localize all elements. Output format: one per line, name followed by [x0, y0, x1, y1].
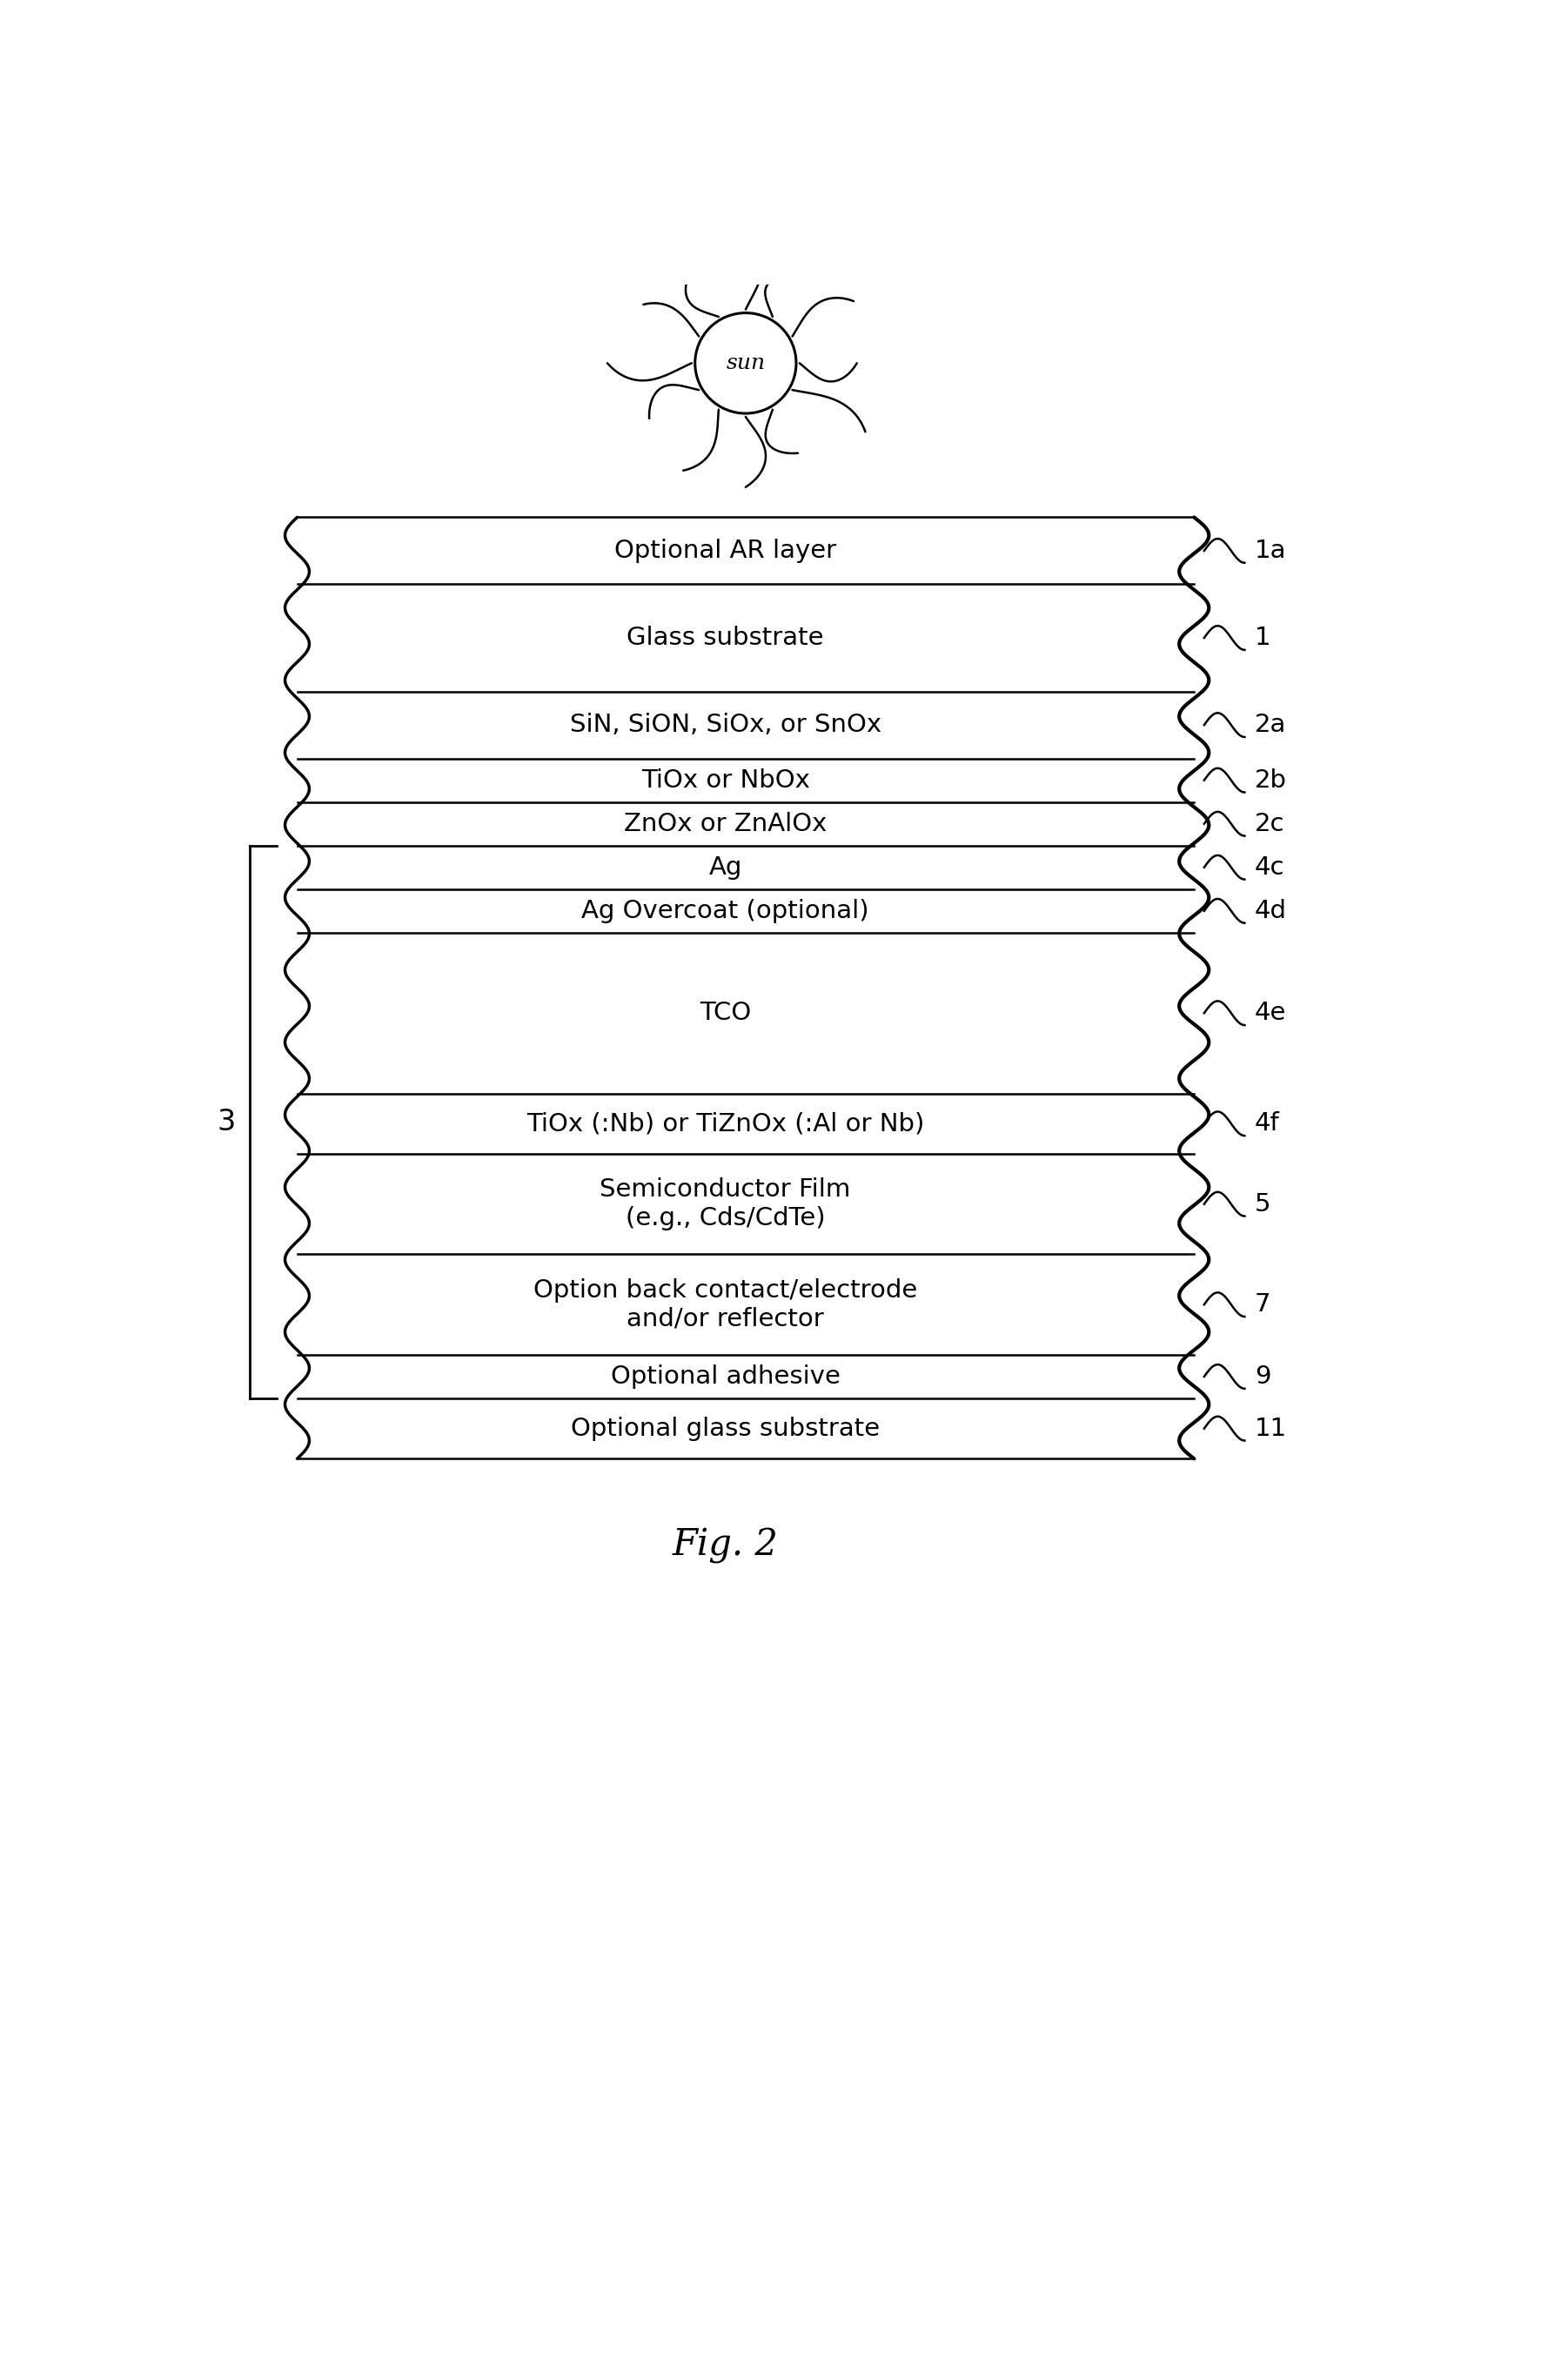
Text: TiOx (:Nb) or TiZnOx (:Al or Nb): TiOx (:Nb) or TiZnOx (:Al or Nb): [527, 1111, 925, 1137]
Text: 11: 11: [1254, 1417, 1287, 1440]
Text: Glass substrate: Glass substrate: [627, 626, 823, 650]
Text: 2c: 2c: [1254, 812, 1284, 835]
Text: TiOx or NbOx: TiOx or NbOx: [641, 769, 809, 793]
Text: 1: 1: [1254, 626, 1272, 650]
Text: Optional AR layer: Optional AR layer: [615, 539, 836, 562]
Text: Option back contact/electrode
and/or reflector: Option back contact/electrode and/or ref…: [533, 1279, 917, 1331]
Text: 1a: 1a: [1254, 539, 1286, 562]
Text: 5: 5: [1254, 1191, 1270, 1217]
Text: Fig. 2: Fig. 2: [673, 1528, 778, 1564]
Text: sun: sun: [726, 354, 765, 373]
Text: 4e: 4e: [1254, 1001, 1286, 1025]
Text: Optional glass substrate: Optional glass substrate: [571, 1417, 880, 1440]
Text: Optional adhesive: Optional adhesive: [610, 1364, 840, 1388]
Text: 4d: 4d: [1254, 899, 1287, 923]
Text: Semiconductor Film
(e.g., Cds/CdTe): Semiconductor Film (e.g., Cds/CdTe): [601, 1177, 851, 1229]
Text: 2b: 2b: [1254, 769, 1287, 793]
Text: 9: 9: [1254, 1364, 1270, 1388]
Text: 2a: 2a: [1254, 712, 1286, 738]
Text: 3: 3: [216, 1108, 235, 1137]
Text: TCO: TCO: [699, 1001, 751, 1025]
Text: ZnOx or ZnAlOx: ZnOx or ZnAlOx: [624, 812, 826, 835]
Text: 4c: 4c: [1254, 854, 1284, 880]
Circle shape: [695, 313, 797, 413]
Text: 4f: 4f: [1254, 1111, 1279, 1137]
Text: SiN, SiON, SiOx, or SnOx: SiN, SiON, SiOx, or SnOx: [569, 712, 881, 738]
Text: Ag Overcoat (optional): Ag Overcoat (optional): [582, 899, 869, 923]
Text: 7: 7: [1254, 1293, 1270, 1317]
Text: Ag: Ag: [709, 854, 742, 880]
